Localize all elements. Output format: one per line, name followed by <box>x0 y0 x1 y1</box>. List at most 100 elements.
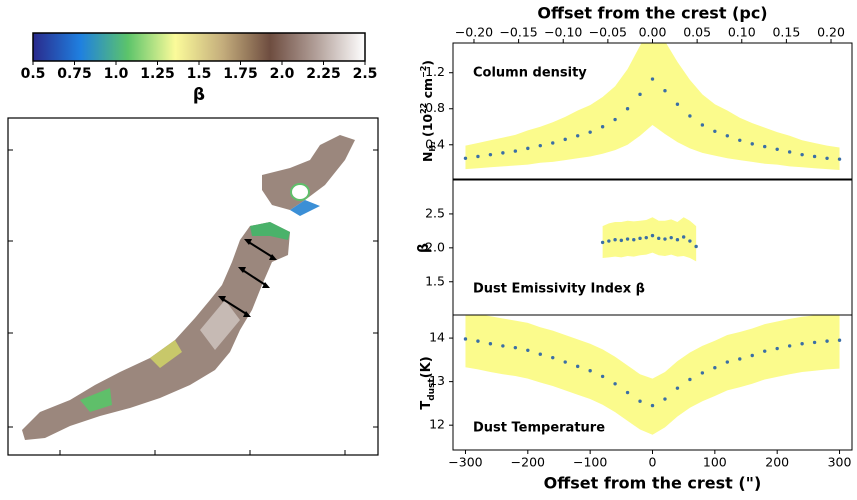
data-point <box>464 157 467 160</box>
data-point <box>564 138 567 141</box>
data-point <box>651 404 654 407</box>
data-point <box>514 149 517 152</box>
x-tick-label: 200 <box>765 455 789 470</box>
x2-tick-label: 0.20 <box>817 25 845 40</box>
annotation: Dust Temperature <box>473 421 605 436</box>
colorbar-tick-label: 1.0 <box>104 66 129 82</box>
data-point <box>694 245 697 248</box>
data-point <box>539 144 542 147</box>
y-label-part: T <box>419 401 434 410</box>
data-point <box>601 125 604 128</box>
data-point <box>738 357 741 360</box>
x2-axis-label: Offset from the crest (pc) <box>537 4 767 23</box>
data-point <box>638 400 641 403</box>
y-tick-label: 1.5 <box>425 273 445 288</box>
data-point <box>813 155 816 158</box>
data-point <box>476 155 479 158</box>
x-tick-label: −200 <box>511 455 545 470</box>
x-tick-label: −300 <box>448 455 482 470</box>
data-point <box>763 145 766 148</box>
data-point <box>788 344 791 347</box>
error-band <box>465 312 839 435</box>
data-point <box>514 346 517 349</box>
data-point <box>701 371 704 374</box>
x-tick-label: 100 <box>703 455 727 470</box>
data-point <box>638 237 641 240</box>
data-point <box>551 141 554 144</box>
colorbar-tick-label: 0.5 <box>21 66 46 82</box>
data-point <box>663 237 666 240</box>
data-point <box>651 234 654 237</box>
x2-tick-label: −0.15 <box>499 25 537 40</box>
data-point <box>501 344 504 347</box>
colorbar-tick-label: 2.25 <box>306 66 341 82</box>
data-point <box>588 130 591 133</box>
data-point <box>601 375 604 378</box>
data-point <box>576 134 579 137</box>
data-point <box>601 241 604 244</box>
data-point <box>576 365 579 368</box>
data-point <box>657 237 660 240</box>
data-point <box>651 77 654 80</box>
y-tick-label: 0.8 <box>425 100 445 115</box>
data-point <box>775 148 778 151</box>
data-point <box>688 239 691 242</box>
colorbar-label: β <box>193 85 205 105</box>
figure: NH₂ (1022 cm−2) β Tdust(K) 0.50.751.01.2… <box>0 0 857 496</box>
annotation: Dust Emissivity Index β <box>473 282 645 297</box>
y-tick-label: 14 <box>429 330 445 345</box>
x2-tick-label: 0.15 <box>772 25 800 40</box>
data-point <box>613 118 616 121</box>
data-point <box>663 397 666 400</box>
x2-tick-label: −0.10 <box>544 25 582 40</box>
colorbar-tick-label: 1.75 <box>223 66 258 82</box>
data-point <box>464 337 467 340</box>
colorbar-tick-label: 1.5 <box>187 66 212 82</box>
x-tick-label: −100 <box>573 455 607 470</box>
y-tick-label: 13 <box>429 373 445 388</box>
y-tick-label: 2.5 <box>425 205 445 220</box>
data-point <box>825 339 828 342</box>
x2-tick-label: 0.05 <box>683 25 711 40</box>
data-point <box>676 386 679 389</box>
colorbar <box>33 33 365 61</box>
plot-area <box>464 312 841 435</box>
data-point <box>632 238 635 241</box>
x-tick-label: 300 <box>828 455 852 470</box>
map <box>8 118 378 455</box>
data-point <box>551 356 554 359</box>
page: {"chart_data": [ {"type": "colorbar", "x… <box>0 0 857 496</box>
x-axis-label: Offset from the crest (") <box>544 474 762 493</box>
y-label-part: N <box>420 152 435 162</box>
data-point <box>526 147 529 150</box>
data-point <box>626 237 629 240</box>
error-band <box>465 23 839 170</box>
x-tick-label: 0 <box>649 455 657 470</box>
data-point <box>763 349 766 352</box>
x2-tick-label: −0.05 <box>589 25 627 40</box>
data-point <box>800 342 803 345</box>
plot-area <box>601 217 698 261</box>
data-point <box>682 235 685 238</box>
data-point <box>613 238 616 241</box>
data-point <box>688 378 691 381</box>
y-tick-label: 2.0 <box>425 239 445 254</box>
data-point <box>588 369 591 372</box>
data-point <box>688 114 691 117</box>
map-hole <box>291 184 309 200</box>
data-point <box>813 341 816 344</box>
data-point <box>775 347 778 350</box>
data-point <box>825 157 828 160</box>
data-point <box>626 107 629 110</box>
data-point <box>526 349 529 352</box>
data-point <box>564 360 567 363</box>
data-point <box>726 360 729 363</box>
data-point <box>638 93 641 96</box>
colorbar-tick-label: 2.5 <box>353 66 378 82</box>
data-point <box>626 391 629 394</box>
data-point <box>713 366 716 369</box>
plot-area <box>464 23 841 170</box>
y-tick-label: 12 <box>429 417 445 432</box>
data-point <box>838 339 841 342</box>
data-point <box>620 239 623 242</box>
